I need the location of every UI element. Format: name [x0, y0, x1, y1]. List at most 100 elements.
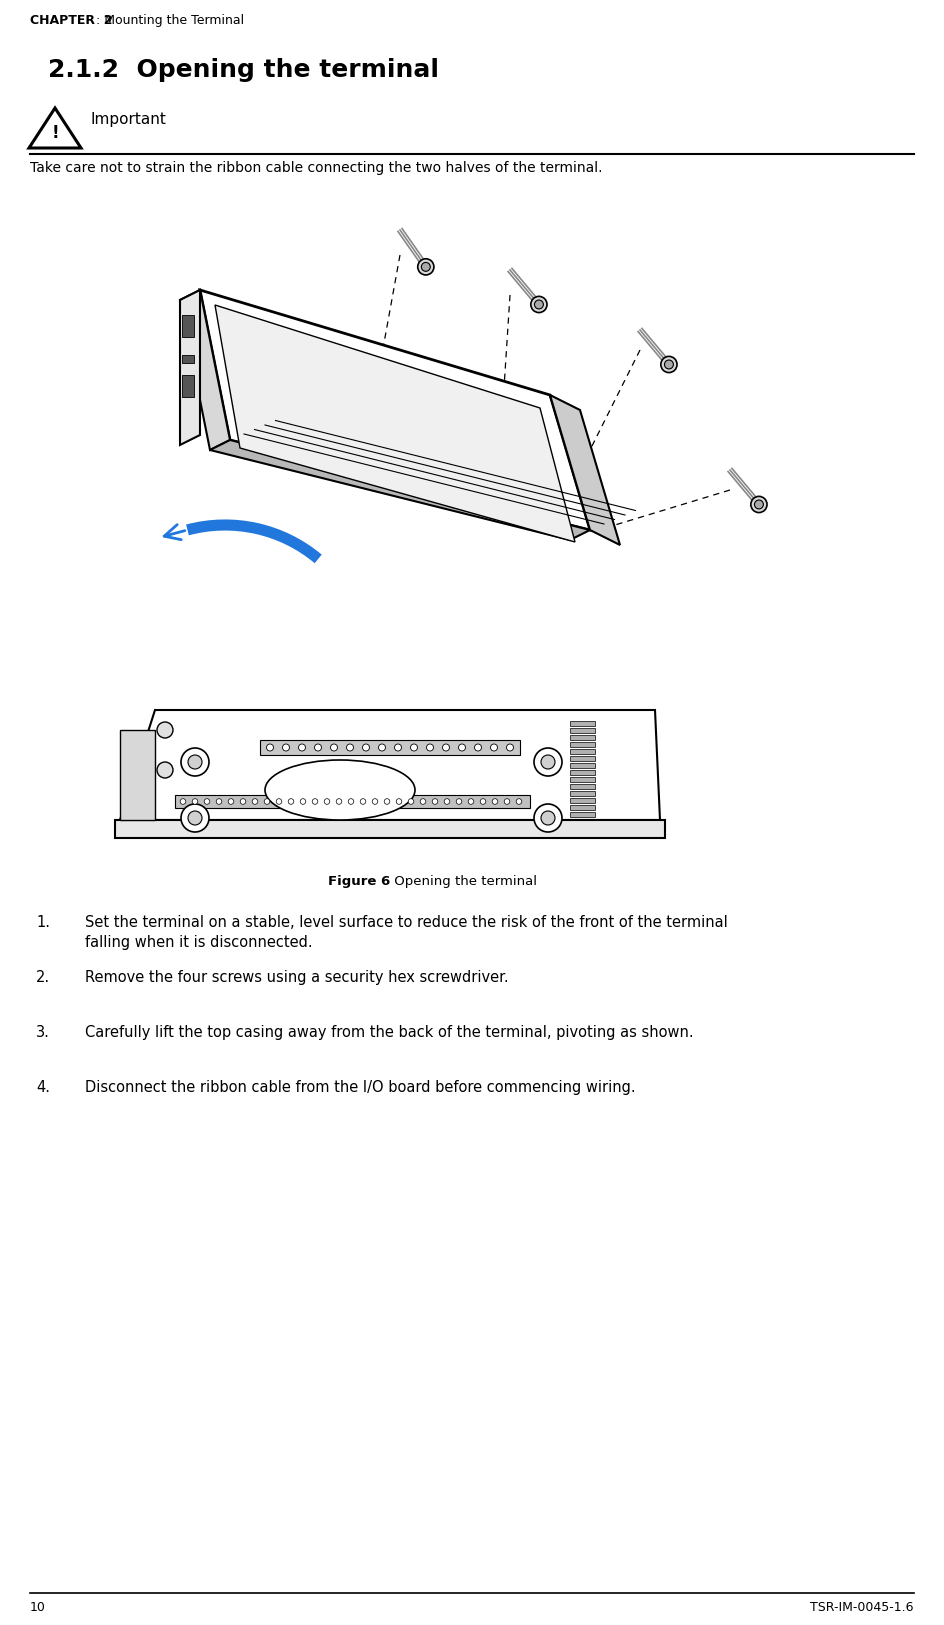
Circle shape: [348, 800, 354, 804]
Circle shape: [541, 811, 555, 826]
Circle shape: [420, 800, 426, 804]
Circle shape: [541, 756, 555, 769]
Circle shape: [204, 800, 210, 804]
Circle shape: [665, 361, 673, 369]
Text: : Mounting the Terminal: : Mounting the Terminal: [92, 15, 244, 28]
Circle shape: [361, 800, 366, 804]
Polygon shape: [120, 710, 660, 821]
Circle shape: [266, 744, 274, 751]
Text: 4.: 4.: [36, 1081, 50, 1095]
Bar: [570, 734, 595, 739]
Circle shape: [180, 800, 186, 804]
Polygon shape: [200, 289, 590, 530]
Polygon shape: [210, 440, 590, 540]
Circle shape: [264, 800, 270, 804]
Polygon shape: [260, 739, 520, 756]
Circle shape: [504, 800, 510, 804]
Text: Remove the four screws using a security hex screwdriver.: Remove the four screws using a security …: [85, 970, 509, 985]
Bar: [570, 749, 595, 754]
Ellipse shape: [265, 760, 415, 821]
Circle shape: [421, 262, 430, 271]
Circle shape: [516, 800, 522, 804]
Text: Set the terminal on a stable, level surface to reduce the risk of the front of t: Set the terminal on a stable, level surf…: [85, 915, 728, 949]
Circle shape: [507, 744, 514, 751]
Bar: [570, 812, 595, 817]
Circle shape: [362, 744, 369, 751]
Circle shape: [491, 744, 497, 751]
Circle shape: [346, 744, 353, 751]
Circle shape: [300, 800, 306, 804]
Polygon shape: [180, 289, 200, 445]
Polygon shape: [550, 395, 620, 544]
Circle shape: [661, 356, 677, 372]
Circle shape: [417, 258, 434, 275]
Circle shape: [492, 800, 497, 804]
Circle shape: [336, 800, 342, 804]
Circle shape: [282, 744, 290, 751]
Polygon shape: [175, 795, 530, 808]
Bar: [570, 722, 595, 726]
Circle shape: [750, 496, 767, 512]
Text: Carefully lift the top casing away from the back of the terminal, pivoting as sh: Carefully lift the top casing away from …: [85, 1025, 694, 1040]
Circle shape: [252, 800, 258, 804]
Text: TSR-IM-0045-1.6: TSR-IM-0045-1.6: [811, 1601, 914, 1614]
Circle shape: [534, 301, 544, 309]
Bar: [182, 315, 194, 336]
Text: !: !: [51, 124, 59, 141]
Circle shape: [188, 756, 202, 769]
Circle shape: [379, 744, 385, 751]
Text: CHAPTER  2: CHAPTER 2: [30, 15, 112, 28]
Circle shape: [445, 800, 449, 804]
Circle shape: [330, 744, 338, 751]
Bar: [570, 743, 595, 748]
Text: 1.: 1.: [36, 915, 50, 929]
Text: Take care not to strain the ribbon cable connecting the two halves of the termin: Take care not to strain the ribbon cable…: [30, 161, 602, 176]
Bar: [570, 798, 595, 803]
Circle shape: [324, 800, 329, 804]
Text: Disconnect the ribbon cable from the I/O board before commencing wiring.: Disconnect the ribbon cable from the I/O…: [85, 1081, 635, 1095]
Circle shape: [427, 744, 433, 751]
Circle shape: [193, 800, 198, 804]
Circle shape: [456, 800, 462, 804]
Circle shape: [228, 800, 234, 804]
Circle shape: [288, 800, 294, 804]
Circle shape: [459, 744, 465, 751]
Circle shape: [408, 800, 413, 804]
Bar: [570, 783, 595, 790]
Bar: [570, 764, 595, 769]
Bar: [570, 777, 595, 782]
Circle shape: [277, 800, 282, 804]
Circle shape: [240, 800, 245, 804]
Circle shape: [475, 744, 481, 751]
Bar: [182, 375, 194, 396]
Text: 10: 10: [30, 1601, 46, 1614]
Circle shape: [443, 744, 449, 751]
Text: Figure 6: Figure 6: [328, 874, 390, 887]
Text: 3.: 3.: [36, 1025, 50, 1040]
Bar: [570, 791, 595, 796]
Circle shape: [372, 800, 378, 804]
Circle shape: [384, 800, 390, 804]
Circle shape: [395, 744, 401, 751]
Circle shape: [157, 722, 173, 738]
Polygon shape: [120, 730, 155, 821]
Bar: [570, 804, 595, 809]
Circle shape: [534, 748, 562, 777]
Bar: [570, 728, 595, 733]
Circle shape: [181, 804, 209, 832]
Text: 2.: 2.: [36, 970, 50, 985]
Circle shape: [468, 800, 474, 804]
Text: 2.1.2  Opening the terminal: 2.1.2 Opening the terminal: [48, 58, 439, 81]
Circle shape: [216, 800, 222, 804]
Circle shape: [314, 744, 322, 751]
Circle shape: [531, 296, 547, 312]
Circle shape: [534, 804, 562, 832]
Bar: [182, 354, 194, 362]
Circle shape: [411, 744, 417, 751]
Text: Opening the terminal: Opening the terminal: [390, 874, 537, 887]
Circle shape: [312, 800, 318, 804]
Circle shape: [754, 500, 764, 509]
Bar: [570, 770, 595, 775]
Polygon shape: [180, 289, 230, 450]
Circle shape: [188, 811, 202, 826]
